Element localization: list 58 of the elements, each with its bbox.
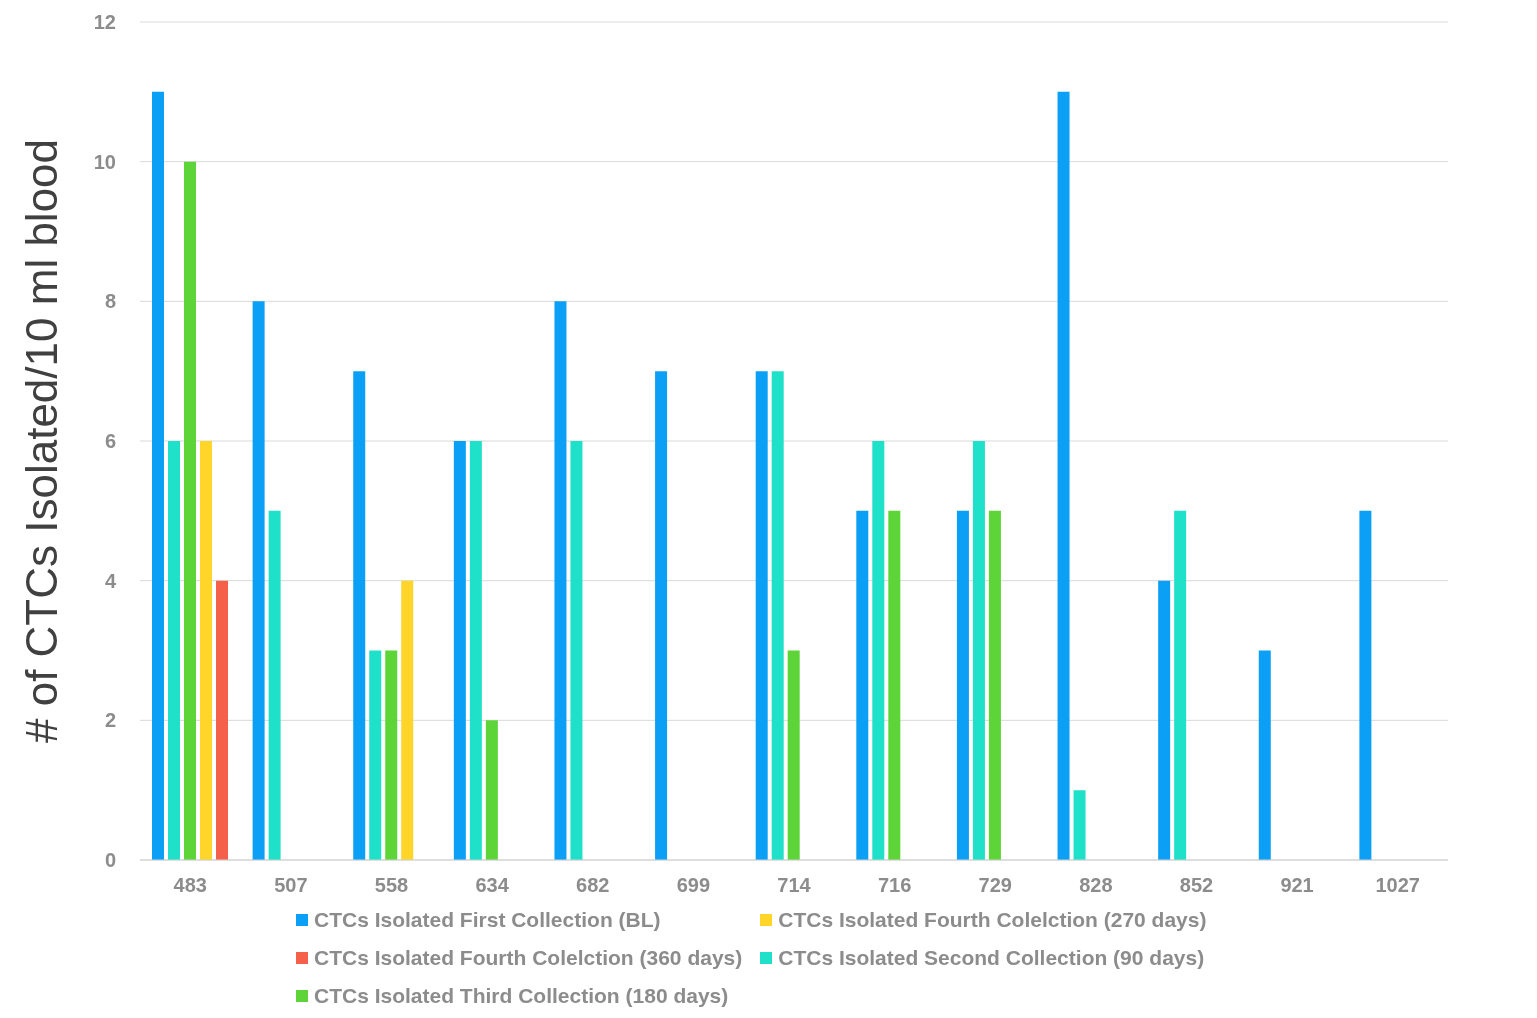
legend-label: CTCs Isolated First Collection (BL): [314, 908, 661, 932]
bar: [353, 371, 366, 860]
legend-label: CTCs Isolated Third Collection (180 days): [314, 984, 729, 1008]
bar: [771, 371, 784, 860]
bar: [268, 510, 281, 860]
y-tick-label: 4: [104, 569, 117, 592]
bar: [252, 301, 265, 860]
x-tick-label: 1027: [1375, 874, 1420, 897]
y-tick-label: 10: [93, 150, 116, 173]
x-tick-label: 716: [877, 874, 912, 897]
bar: [787, 650, 800, 860]
x-tick-label: 714: [777, 874, 812, 897]
bar: [1057, 91, 1070, 860]
bar: [888, 510, 901, 860]
bar: [1359, 510, 1372, 860]
x-tick-label: 699: [676, 874, 711, 897]
x-tick-label: 634: [475, 874, 510, 897]
bar: [655, 371, 668, 860]
y-tick-label: 12: [93, 11, 116, 34]
y-tick-label: 2: [104, 709, 116, 732]
bar: [216, 580, 228, 860]
bar: [570, 441, 583, 860]
y-tick-label: 6: [104, 430, 116, 453]
legend-label: CTCs Isolated Second Collection (90 days): [778, 946, 1205, 970]
bar: [184, 161, 196, 860]
y-axis-title: # of CTCs Isolated/10 ml blood: [16, 138, 66, 744]
bar: [972, 441, 985, 860]
bar: [1158, 580, 1171, 860]
bar: [485, 720, 498, 860]
bar: [1073, 790, 1086, 860]
y-tick-label: 0: [104, 849, 116, 872]
bar: [369, 650, 382, 860]
bar: [1258, 650, 1271, 860]
bar: [453, 441, 466, 860]
bar: [856, 510, 869, 860]
bar: [152, 91, 164, 860]
x-tick-label: 507: [274, 874, 308, 897]
x-tick-label: 828: [1079, 874, 1113, 897]
x-tick-label: 483: [173, 874, 207, 897]
x-tick-label: 729: [978, 874, 1012, 897]
bar: [469, 441, 482, 860]
x-tick-label: 558: [374, 874, 409, 897]
x-tick-label: 852: [1179, 874, 1214, 897]
bar: [168, 441, 180, 860]
bar: [385, 650, 398, 860]
x-tick-label: 682: [576, 874, 610, 897]
bar: [988, 510, 1001, 860]
bar: [554, 301, 567, 860]
legend-label: CTCs Isolated Fourth Colelction (360 days): [314, 946, 743, 970]
y-tick-label: 8: [104, 290, 116, 313]
bar: [200, 441, 212, 860]
bar: [755, 371, 768, 860]
bar: [401, 580, 414, 860]
x-tick-label: 921: [1280, 874, 1314, 897]
bar: [1174, 510, 1187, 860]
bar: [956, 510, 969, 860]
bar: [872, 441, 885, 860]
legend-label: CTCs Isolated Fourth Colelction (270 days): [778, 908, 1207, 932]
